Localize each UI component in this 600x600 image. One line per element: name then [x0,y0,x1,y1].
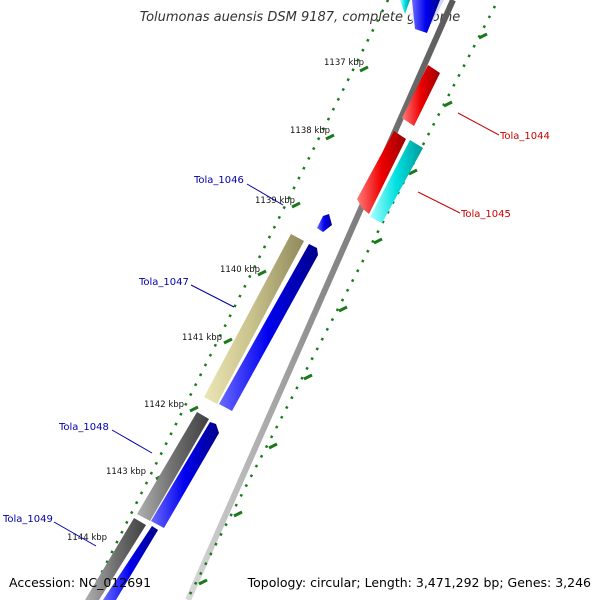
gene-tola-1044[interactable] [402,65,440,126]
gene-tola-1048-gray[interactable] [137,412,209,521]
gene-label[interactable]: Tola_1048 [58,422,109,433]
label-tola-1048[interactable]: Tola_1048 [58,422,153,454]
gene-label[interactable]: Tola_1049 [2,514,53,525]
gene-tola-1047-pseudo[interactable] [204,234,304,404]
gene-label[interactable]: Tola_1044 [499,131,550,142]
gene-tola-1047[interactable] [219,244,318,411]
tick-label: 1137 kbp [324,58,364,68]
label-tola-1044[interactable]: Tola_1044 [457,112,550,142]
tick-label: 1143 kbp [106,467,146,477]
label-tola-1049[interactable]: Tola_1049 [2,514,97,547]
gene-tola-1049[interactable] [103,526,158,600]
accession-label: Accession: NC_012691 [9,575,152,590]
label-tola-1047[interactable]: Tola_1047 [138,277,235,308]
tick-label: 1141 kbp [182,333,222,343]
map-title: Tolumonas auensis DSM 9187, complete gen… [139,10,461,25]
gene-tola-1048[interactable] [151,422,219,528]
gene-tola-1045-red[interactable] [357,131,406,214]
inner-tick-track [86,0,390,600]
tick-label: 1140 kbp [220,265,260,275]
tick-label: 1142 kbp [144,400,184,410]
top-partial-genes [400,0,444,33]
gene-tola-1046[interactable] [317,214,332,232]
gene-tola-1045[interactable] [370,140,423,223]
label-tola-1045[interactable]: Tola_1045 [417,191,511,220]
genome-summary: Topology: circular; Length: 3,471,292 bp… [247,575,591,590]
gene-label[interactable]: Tola_1046 [193,175,244,186]
outer-tick-track [185,5,497,600]
gene-tola-1049-gray[interactable] [85,518,146,600]
genome-backbone [185,0,456,600]
label-tola-1046[interactable]: Tola_1046 [193,175,284,206]
tick-label: 1144 kbp [67,533,107,543]
gene-label[interactable]: Tola_1045 [460,209,511,220]
tick-label: 1139 kbp [255,196,295,206]
tick-label: 1138 kbp [290,126,330,136]
outer-major-ticks [198,32,488,586]
gene-label[interactable]: Tola_1047 [138,277,189,288]
